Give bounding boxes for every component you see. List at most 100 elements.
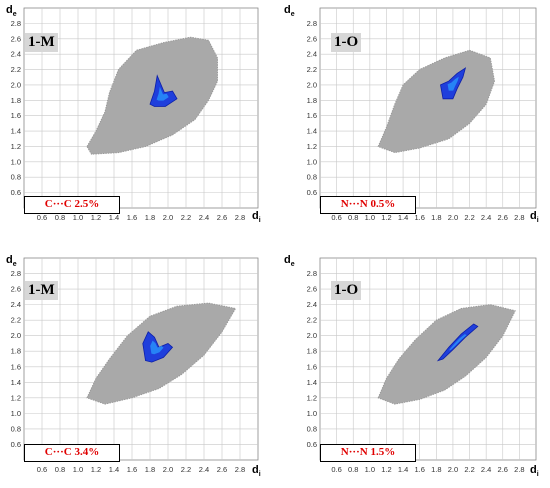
y-tick-label: 2.0 [307, 80, 317, 89]
x-tick-label: 2.6 [498, 213, 508, 222]
plot-svg: 0.6 0.8 1.0 1.2 1.4 1.6 1.8 2.0 2.2 2.4 2.6 2.8 0.6 0… [11, 7, 259, 222]
x-tick-label: 2.4 [199, 213, 209, 222]
highlight-core [447, 76, 459, 91]
x-tick-label: 2.8 [235, 465, 245, 474]
contact-contribution-label: C···C 2.5% [24, 196, 120, 214]
y-tick-label: 2.6 [307, 285, 317, 294]
x-tick-label: 1.4 [398, 465, 408, 474]
y-tick-label: 2.0 [11, 331, 21, 340]
y-tick-label: 1.2 [11, 142, 21, 151]
y-tick-label: 1.2 [11, 393, 21, 402]
y-tick-label: 1.6 [11, 111, 21, 120]
y-axis-title: de [6, 254, 17, 269]
y-tick-label: 2.8 [11, 19, 21, 28]
panel-label: 1-O [331, 281, 362, 300]
y-tick-label: 1.2 [307, 142, 317, 151]
y-tick-label: 2.0 [11, 80, 21, 89]
x-tick-label: 1.6 [414, 213, 424, 222]
x-tick-label: 1.2 [381, 213, 391, 222]
y-tick-label: 1.6 [307, 111, 317, 120]
x-tick-label: 2.4 [481, 213, 491, 222]
y-tick-label: 2.2 [11, 316, 21, 325]
y-tick-label: 1.0 [11, 409, 21, 418]
contact-contribution-label: N···N 1.5% [320, 444, 416, 462]
x-tick-label: 2.8 [235, 213, 245, 222]
x-axis-title: di [530, 464, 539, 479]
y-tick-label: 2.4 [307, 300, 317, 309]
y-tick-label: 0.8 [11, 424, 21, 433]
x-tick-label: 0.8 [348, 465, 358, 474]
y-tick-label: 1.0 [11, 157, 21, 166]
x-tick-label: 1.6 [414, 465, 424, 474]
plot-svg: 0.6 0.8 1.0 1.2 1.4 1.6 1.8 2.0 2.2 2.4 2.6 2.8 0.6 0… [307, 7, 537, 222]
x-tick-label: 0.6 [331, 465, 341, 474]
y-tick-label: 1.8 [307, 96, 317, 105]
x-tick-label: 1.0 [73, 213, 83, 222]
y-tick-label: 1.0 [307, 409, 317, 418]
y-tick-label: 1.6 [307, 362, 317, 371]
x-tick-label: 0.6 [37, 465, 47, 474]
x-tick-label: 2.8 [514, 213, 524, 222]
fingerprint-region [377, 49, 496, 154]
highlight-contact-region [149, 74, 178, 107]
panel-label: 1-O [331, 33, 362, 52]
y-tick-label: 2.2 [11, 65, 21, 74]
x-tick-label: 1.0 [73, 465, 83, 474]
x-tick-label: 1.0 [365, 465, 375, 474]
y-tick-label: 0.8 [307, 173, 317, 182]
y-tick-label: 1.8 [307, 347, 317, 356]
y-tick-label: 0.8 [11, 173, 21, 182]
y-tick-label: 2.8 [307, 269, 317, 278]
panel-label: 1-M [25, 281, 58, 300]
x-tick-label: 2.6 [498, 465, 508, 474]
y-tick-label: 2.4 [11, 50, 21, 59]
y-tick-label: 0.6 [11, 440, 21, 449]
fingerprint-region [86, 36, 218, 155]
x-tick-label: 1.4 [109, 465, 119, 474]
y-tick-label: 1.4 [307, 378, 317, 387]
x-tick-label: 1.4 [398, 213, 408, 222]
x-tick-label: 2.2 [464, 213, 474, 222]
plot-svg: 0.6 0.8 1.0 1.2 1.4 1.6 1.8 2.0 2.2 2.4 2.6 2.8 0.6 0… [307, 257, 537, 474]
x-tick-label: 1.2 [91, 213, 101, 222]
y-tick-label: 2.4 [11, 300, 21, 309]
x-axis-title: di [530, 210, 539, 225]
x-tick-label: 1.6 [127, 213, 137, 222]
fingerprint-plot-1o-nn-bottom: 0.6 0.8 1.0 1.2 1.4 1.6 1.8 2.0 2.2 2.4 2.6 2.8 0.6 0… [278, 244, 546, 488]
x-tick-label: 0.6 [37, 213, 47, 222]
y-axis-title: de [6, 4, 17, 19]
x-tick-label: 0.8 [348, 213, 358, 222]
y-tick-label: 2.6 [307, 34, 317, 43]
x-tick-label: 1.8 [145, 213, 155, 222]
fingerprint-plot-1m-cc-top: 0.6 0.8 1.0 1.2 1.4 1.6 1.8 2.0 2.2 2.4 2.6 2.8 0.6 0… [0, 0, 268, 244]
y-tick-label: 0.6 [11, 188, 21, 197]
y-tick-label: 1.4 [307, 127, 317, 136]
x-tick-label: 2.6 [217, 213, 227, 222]
y-tick-label: 2.6 [11, 34, 21, 43]
x-tick-label: 1.6 [127, 465, 137, 474]
y-tick-label: 1.4 [11, 127, 21, 136]
panel-label: 1-M [25, 33, 58, 52]
contact-contribution-label: C···C 3.4% [24, 444, 120, 462]
highlight-core [150, 340, 164, 355]
y-tick-label: 1.6 [11, 362, 21, 371]
x-tick-label: 2.2 [464, 465, 474, 474]
x-tick-label: 1.8 [431, 213, 441, 222]
y-tick-label: 1.0 [307, 157, 317, 166]
x-tick-label: 1.2 [381, 465, 391, 474]
x-tick-label: 0.8 [55, 213, 65, 222]
x-tick-label: 1.8 [431, 465, 441, 474]
y-tick-label: 2.8 [11, 269, 21, 278]
y-tick-label: 2.0 [307, 331, 317, 340]
x-axis-title: di [252, 210, 261, 225]
y-tick-label: 2.4 [307, 50, 317, 59]
y-tick-label: 1.8 [11, 347, 21, 356]
x-tick-label: 2.0 [163, 465, 173, 474]
contact-contribution-label: N···N 0.5% [320, 196, 416, 214]
x-tick-label: 2.4 [481, 465, 491, 474]
x-tick-label: 0.6 [331, 213, 341, 222]
highlight-core [448, 334, 467, 351]
highlight-contact-region [142, 331, 174, 363]
y-tick-label: 0.8 [307, 424, 317, 433]
x-tick-label: 2.0 [448, 213, 458, 222]
